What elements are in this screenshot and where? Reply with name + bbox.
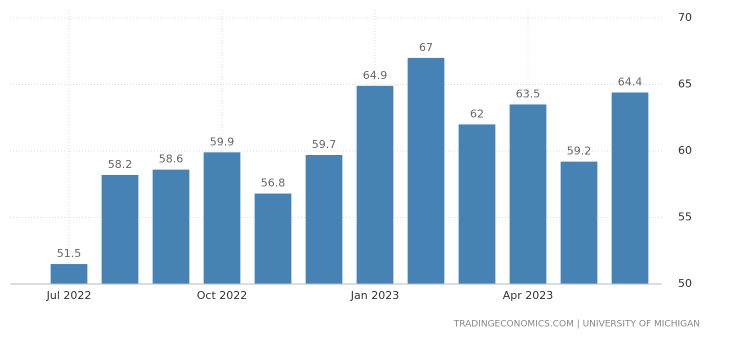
bar <box>305 154 343 284</box>
value-label: 59.7 <box>312 138 337 151</box>
value-label: 64.9 <box>363 69 388 82</box>
bar <box>101 174 139 284</box>
x-tick-label: Jan 2023 <box>350 289 399 302</box>
y-tick-label: 50 <box>678 277 692 290</box>
x-tick-label: Jul 2022 <box>46 289 92 302</box>
value-label: 64.4 <box>618 75 643 88</box>
value-label: 59.9 <box>210 135 235 148</box>
source: TRADINGECONOMICS.COM | UNIVERSITY OF MIC… <box>453 320 700 330</box>
bar <box>50 264 88 284</box>
bar <box>611 92 649 284</box>
value-label: 59.2 <box>567 145 592 158</box>
y-tick-label: 60 <box>678 144 692 157</box>
bar <box>254 193 292 284</box>
bar <box>509 104 547 284</box>
bar <box>458 124 496 285</box>
value-label: 62 <box>470 107 484 120</box>
value-label: 58.6 <box>159 153 184 166</box>
value-label: 51.5 <box>57 247 82 260</box>
value-label: 67 <box>419 41 433 54</box>
value-label: 63.5 <box>516 87 541 100</box>
x-tick-label: Apr 2023 <box>503 289 554 302</box>
y-tick-label: 65 <box>678 78 692 91</box>
x-tick-label: Oct 2022 <box>197 289 248 302</box>
bar <box>152 169 190 284</box>
y-tick-label: 55 <box>678 211 692 224</box>
y-tick-label: 70 <box>678 11 692 24</box>
bar <box>203 152 241 284</box>
bar <box>560 161 598 284</box>
bar <box>407 57 445 285</box>
value-label: 56.8 <box>261 177 286 190</box>
value-label: 58.2 <box>108 158 133 171</box>
bar <box>356 85 394 284</box>
